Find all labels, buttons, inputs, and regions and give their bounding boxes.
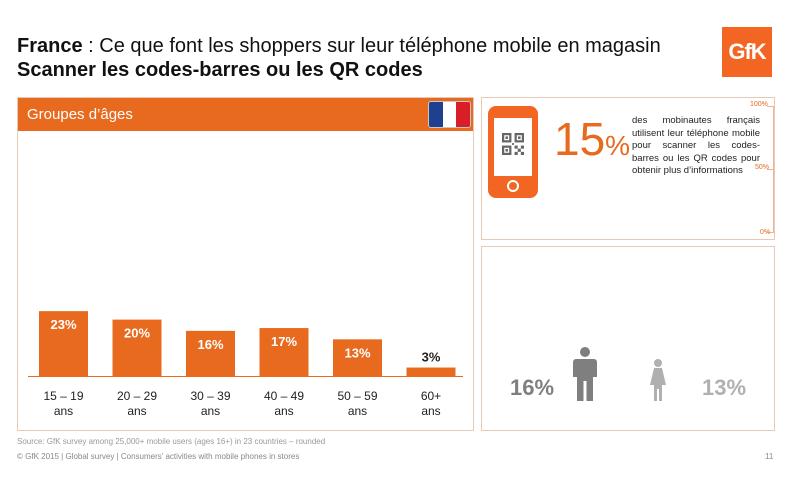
gender-panel: 16% 13%	[481, 246, 775, 431]
page-subtitle: Scanner les codes-barres ou les QR codes	[17, 59, 423, 81]
bar-2	[186, 330, 235, 376]
scale-label-50: 50%	[755, 164, 770, 171]
category-label-2-1: ans	[201, 404, 220, 418]
bar-3	[259, 328, 309, 376]
flag-stripe-white	[442, 102, 457, 127]
qr-code-icon	[502, 133, 524, 155]
footer-text: © GfK 2015 | Global survey | Consumers’ …	[17, 452, 300, 461]
age-groups-header: Groupes d’âges	[18, 98, 473, 131]
male-percent: 16%	[510, 375, 555, 400]
summary-panel: 15% des mobinautes français utilisent le…	[481, 97, 775, 240]
bar-5	[406, 367, 456, 376]
age-groups-title: Groupes d’âges	[27, 106, 133, 123]
category-label-4-0: 50 – 59	[337, 389, 377, 403]
category-label-0-0: 15 – 19	[43, 389, 83, 403]
page-number: 11	[765, 452, 774, 461]
gfk-logo: GfK	[722, 27, 772, 77]
summary-percent-value: 15	[554, 113, 606, 165]
source-note: Source: GfK survey among 25,000+ mobile …	[17, 437, 326, 446]
bar-0	[39, 311, 88, 376]
category-label-1-0: 20 – 29	[117, 389, 157, 403]
bar-label-3: 17%	[271, 334, 297, 349]
page-title: France : Ce que font les shoppers sur le…	[17, 34, 687, 58]
category-label-5-0: 60+	[421, 389, 441, 403]
category-label-5-1: ans	[421, 404, 440, 418]
bar-4	[333, 339, 382, 376]
female-person-icon	[650, 359, 666, 401]
bar-1	[112, 319, 162, 376]
title-text: : Ce que font les shoppers sur leur télé…	[82, 35, 661, 57]
bar-label-1: 20%	[124, 326, 150, 341]
flag-stripe-blue	[429, 102, 443, 127]
category-label-4-1: ans	[348, 404, 367, 418]
bar-label-4: 13%	[344, 345, 370, 360]
percent-scale	[752, 106, 774, 233]
flag-stripe-red	[456, 102, 470, 127]
female-percent: 13%	[702, 375, 747, 400]
smartphone-qr-icon	[488, 106, 538, 198]
bar-label-5: 3%	[422, 350, 441, 365]
title-country: France	[17, 35, 83, 57]
summary-description: des mobinautes français utilisent leur t…	[632, 115, 760, 176]
category-label-2-0: 30 – 39	[190, 389, 230, 403]
title-area: France : Ce que font les shoppers sur le…	[17, 34, 687, 82]
category-label-0-1: ans	[54, 404, 73, 418]
summary-percent: 15%	[554, 114, 630, 171]
category-label-1-1: ans	[127, 404, 146, 418]
age-groups-panel: Groupes d’âges 23% 15 – 19 ans 20% 20 – 29 an…	[17, 97, 474, 431]
scale-label-100: 100%	[750, 101, 768, 108]
scale-label-0: 0%	[760, 229, 771, 236]
category-label-3-1: ans	[274, 404, 293, 418]
male-person-icon	[573, 347, 597, 401]
france-flag-icon	[428, 101, 471, 128]
phone-screen	[494, 118, 532, 176]
summary-percent-sign: %	[605, 130, 631, 161]
bar-label-2: 16%	[197, 337, 223, 352]
category-label-3-0: 40 – 49	[264, 389, 304, 403]
phone-home-button	[507, 180, 519, 192]
bar-label-0: 23%	[50, 317, 76, 332]
